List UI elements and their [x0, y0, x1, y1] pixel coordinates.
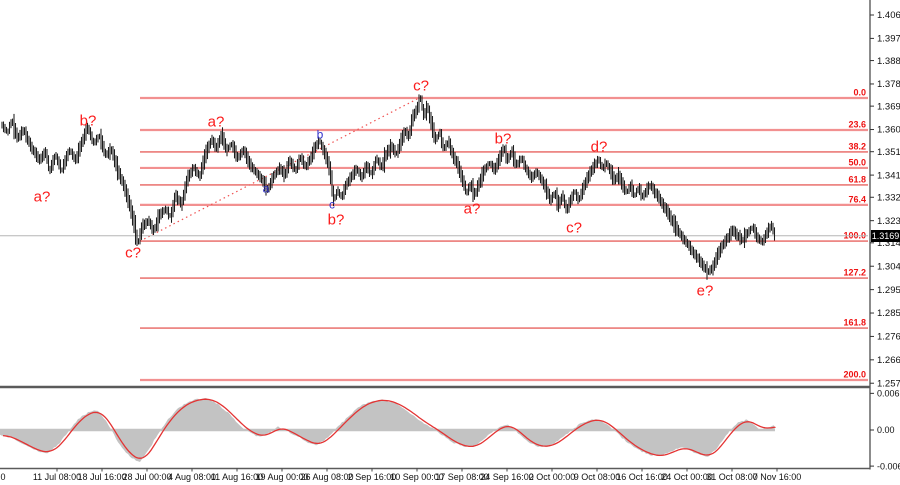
- time-axis-label: 2 Sep 16:00: [348, 472, 397, 482]
- trendline: [139, 96, 422, 242]
- indicator-axis-label: -0.00668: [877, 461, 900, 471]
- wave-label-a: a: [263, 181, 270, 195]
- price-axis-label: 1.3880: [877, 56, 900, 67]
- wave-label-bq: b?: [80, 112, 97, 129]
- price-axis-label: 1.3045: [877, 261, 900, 272]
- fib-level-label: 0.0: [853, 88, 866, 98]
- price-axis-label: 1.3695: [877, 101, 900, 112]
- time-axis-label: 26 Aug 08:00: [300, 472, 353, 482]
- price-axis-label: 1.3510: [877, 147, 900, 158]
- wave-label-eq: e?: [697, 282, 714, 299]
- fib-level-label: 161.8: [843, 318, 866, 328]
- price-axis-label: 1.3325: [877, 192, 900, 203]
- time-axis-label-clipped: 0: [0, 472, 5, 482]
- wave-label-c: c: [329, 197, 335, 211]
- wave-label-bq: b?: [328, 211, 345, 228]
- price-axis-label: 1.2855: [877, 308, 900, 319]
- wave-label-cq: c?: [125, 244, 141, 261]
- time-axis-label: 24 Sep 16:00: [480, 472, 534, 482]
- current-price-value: 1.3169: [871, 231, 900, 241]
- wave-label-aq: a?: [208, 113, 225, 130]
- price-axis-label: 1.3600: [877, 125, 900, 136]
- price-axis-label: 1.2665: [877, 355, 900, 366]
- fib-level-label: 76.4: [848, 194, 866, 204]
- price-axis-label: 1.2950: [877, 285, 900, 296]
- time-axis-label: 24 Oct 00:00: [661, 472, 713, 482]
- time-axis-label: 10 Sep 00:00: [390, 472, 444, 482]
- wave-label-aq: a?: [34, 188, 51, 205]
- price-axis-label: 1.3970: [877, 34, 900, 45]
- time-axis-label: 11 Aug 16:00: [211, 472, 263, 482]
- oscillator-signal-line: [2, 398, 776, 459]
- time-axis-label: 17 Sep 08:00: [435, 472, 489, 482]
- wave-label-cq: c?: [566, 219, 582, 236]
- fib-level-label: 200.0: [843, 370, 866, 380]
- wave-label-b: b: [317, 127, 324, 141]
- price-axis-label: 1.3415: [877, 170, 900, 181]
- wave-label-bq: b?: [495, 130, 512, 147]
- time-axis-label: 11 Jul 08:00: [33, 472, 81, 482]
- wave-label-aq: a?: [464, 200, 481, 217]
- price-axis-label: 1.3785: [877, 79, 900, 90]
- time-axis-label: 18 Jul 16:00: [77, 472, 126, 482]
- time-axis-label: 9 Oct 08:00: [574, 472, 621, 482]
- time-axis-label: 16 Oct 16:00: [616, 472, 668, 482]
- fib-level-label: 23.6: [848, 120, 866, 130]
- time-axis-label: 2 Oct 00:00: [529, 472, 576, 482]
- time-axis-label: 4 Aug 08:00: [168, 472, 216, 482]
- price-axis-label: 1.3140: [877, 238, 900, 249]
- wave-label-cq: c?: [413, 77, 429, 94]
- time-axis-label: 7 Nov 16:00: [753, 472, 802, 482]
- price-axis-label: 1.3230: [877, 216, 900, 227]
- price-bar-series: [1, 94, 776, 280]
- time-axis-label: 31 Oct 08:00: [706, 472, 758, 482]
- price-axis-label: 1.2760: [877, 332, 900, 343]
- price-axis-label: 1.4065: [877, 10, 900, 21]
- indicator-axis-label: 0.00: [877, 425, 895, 435]
- fib-level-label: 61.8: [848, 174, 866, 184]
- fib-level-label: 38.2: [848, 141, 866, 151]
- wave-label-dq: d?: [591, 138, 608, 155]
- indicator-axis-label: 0.00678: [877, 389, 900, 399]
- fib-level-label: 127.2: [843, 268, 866, 278]
- current-price-badge: 1.3169: [871, 230, 900, 242]
- time-axis-label: 19 Aug 00:00: [255, 472, 308, 482]
- fib-level-label: 50.0: [848, 157, 866, 167]
- time-axis-label: 28 Jul 00:00: [122, 472, 171, 482]
